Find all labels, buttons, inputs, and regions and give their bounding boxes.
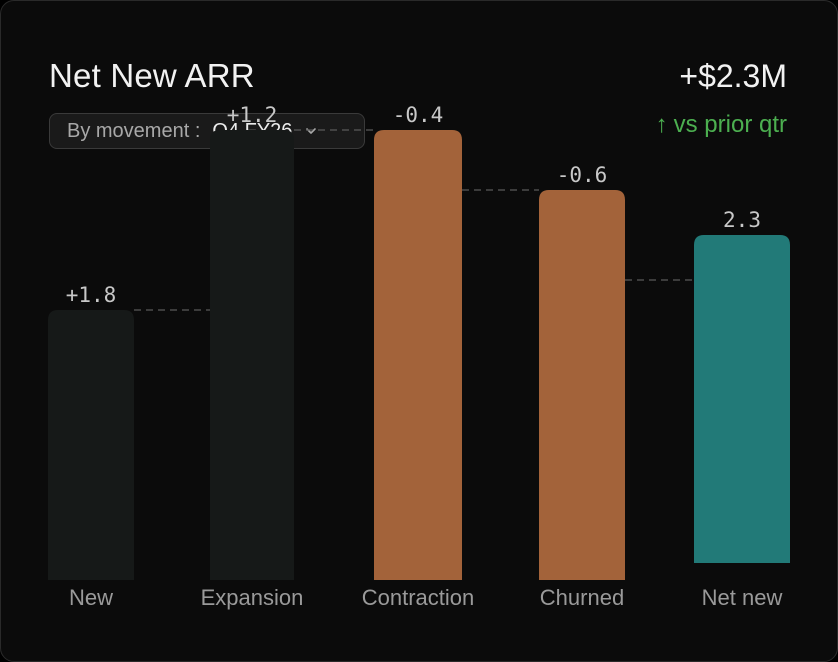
bar-expansion [210, 130, 294, 580]
data-label: +1.8 [66, 283, 117, 307]
data-label: -0.6 [557, 163, 608, 187]
delta-indicator: ↑ vs prior qtr [656, 111, 787, 139]
up-arrow-icon: ↑ [655, 111, 668, 138]
total-value: +$2.3M [679, 58, 787, 94]
chart-title: Net New ARR [49, 57, 255, 94]
delta-text: vs prior qtr [673, 111, 787, 138]
category-label: Churned [540, 585, 624, 610]
bar-churned [539, 190, 625, 580]
filter-label: By movement : [67, 119, 201, 142]
category-label: Expansion [201, 585, 304, 610]
bar-contraction [374, 130, 462, 580]
data-label: 2.3 [723, 208, 761, 232]
category-label: Contraction [362, 585, 475, 610]
data-label: -0.4 [393, 103, 444, 127]
category-label: Net new [702, 585, 783, 610]
bar-new [48, 310, 134, 580]
category-label: New [69, 585, 113, 610]
data-label: +1.2 [227, 103, 278, 127]
bar-net-new [694, 235, 790, 563]
